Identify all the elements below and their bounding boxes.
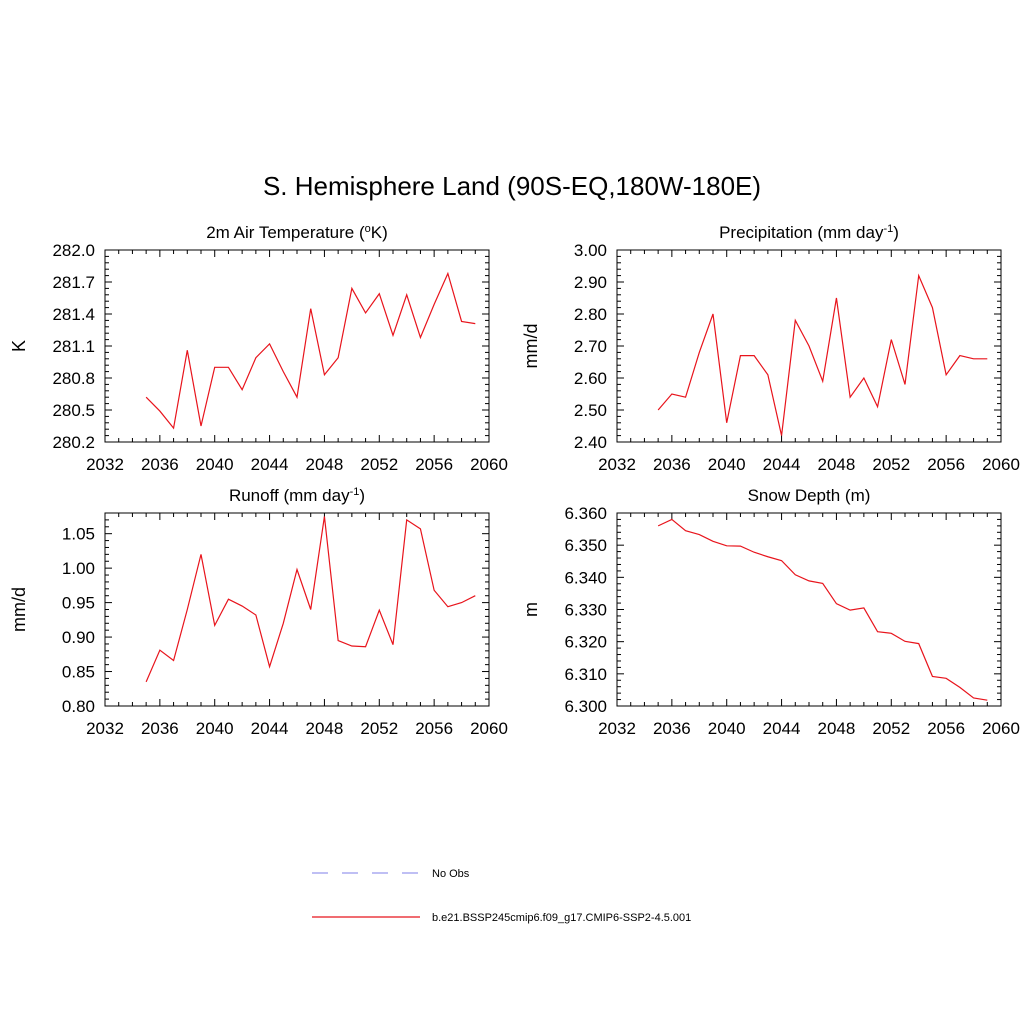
panel-title-suffix: ) <box>359 486 365 505</box>
plot-frame <box>104 249 490 443</box>
figure-title: S. Hemisphere Land (90S-EQ,180W-180E) <box>263 171 761 201</box>
y-tick-label: 0.80 <box>62 697 95 716</box>
x-tick-label: 2032 <box>86 455 124 474</box>
y-tick-label: 2.80 <box>574 305 607 324</box>
y-tick-label: 3.00 <box>574 241 607 260</box>
y-tick-label: 280.8 <box>52 369 95 388</box>
x-tick-label: 2060 <box>470 719 508 738</box>
x-tick-label: 2060 <box>982 455 1020 474</box>
legend: No Obs b.e21.BSSP245cmip6.f09_g17.CMIP6-S… <box>312 868 691 924</box>
panel-title-main: 2m Air Temperature ( <box>206 223 365 242</box>
panel-title-superscript: o <box>365 223 371 235</box>
x-tick-label: 2056 <box>927 719 965 738</box>
y-axis-label: K <box>9 340 29 352</box>
x-tick-label: 2052 <box>360 719 398 738</box>
y-tick-label: 1.00 <box>62 559 95 578</box>
x-tick-label: 2044 <box>763 719 801 738</box>
x-tick-label: 2040 <box>196 455 234 474</box>
y-tick-label: 2.60 <box>574 369 607 388</box>
x-tick-label: 2032 <box>598 455 636 474</box>
x-tick-label: 2040 <box>196 719 234 738</box>
x-tick-label: 2052 <box>872 719 910 738</box>
x-tick-label: 2060 <box>982 719 1020 738</box>
y-tick-label: 6.300 <box>564 697 607 716</box>
panel-title: Runoff (mm day-1) <box>229 486 365 505</box>
chart-panel-3: 2032 2036 2040 2044 2048 2052 2056 2060 0.80 0.85… <box>9 486 508 738</box>
y-tick-label: 2.70 <box>574 337 607 356</box>
chart-panel-1: 2032 2036 2040 2044 2048 2052 2056 2060 280.2 280… <box>9 223 508 474</box>
legend-label-1: No Obs <box>432 868 470 880</box>
chart-panel-2: 2032 2036 2040 2044 2048 2052 2056 2060 2.40 2.50… <box>521 223 1020 474</box>
x-tick-label: 2032 <box>86 719 124 738</box>
x-tick-label: 2044 <box>251 455 289 474</box>
x-tick-label: 2052 <box>872 455 910 474</box>
y-tick-label: 281.4 <box>52 305 95 324</box>
y-tick-label: 2.50 <box>574 401 607 420</box>
x-tick-label: 2048 <box>818 455 856 474</box>
plot-frame <box>104 512 490 707</box>
y-tick-label: 280.2 <box>52 433 95 452</box>
panel-title: 2m Air Temperature (oK) <box>206 223 388 242</box>
legend-label-2: b.e21.BSSP245cmip6.f09_g17.CMIP6-SSP2-4.… <box>432 912 691 924</box>
x-tick-label: 2036 <box>141 719 179 738</box>
y-tick-label: 0.90 <box>62 628 95 647</box>
x-tick-label: 2048 <box>818 719 856 738</box>
panel-title-suffix: K) <box>371 223 388 242</box>
series-line-1 <box>657 273 988 436</box>
x-tick-label: 2040 <box>708 455 746 474</box>
panel-title-superscript: -1 <box>350 486 360 498</box>
y-axis-label: mm/d <box>9 587 29 632</box>
panel-title-suffix: ) <box>893 223 899 242</box>
x-tick-label: 2036 <box>653 719 691 738</box>
x-tick-label: 2056 <box>927 455 965 474</box>
y-tick-label: 2.40 <box>574 433 607 452</box>
x-tick-label: 2036 <box>653 455 691 474</box>
x-tick-label: 2056 <box>415 455 453 474</box>
panel-title-main: Precipitation (mm day <box>719 223 884 242</box>
y-tick-label: 6.310 <box>564 665 607 684</box>
series-line-1 <box>145 271 476 430</box>
y-tick-label: 6.320 <box>564 633 607 652</box>
panel-title: Snow Depth (m) <box>748 486 871 505</box>
y-tick-label: 280.5 <box>52 401 95 420</box>
y-tick-label: 6.350 <box>564 536 607 555</box>
y-tick-label: 2.90 <box>574 273 607 292</box>
y-tick-label: 6.330 <box>564 601 607 620</box>
x-tick-label: 2052 <box>360 455 398 474</box>
x-tick-label: 2048 <box>306 719 344 738</box>
x-tick-label: 2044 <box>251 719 289 738</box>
x-tick-label: 2060 <box>470 455 508 474</box>
y-tick-label: 0.85 <box>62 663 95 682</box>
panel-title-main: Snow Depth (m) <box>748 486 871 505</box>
y-tick-label: 6.360 <box>564 504 607 523</box>
panel-title-superscript: -1 <box>883 223 893 235</box>
chart-panel-4: 2032 2036 2040 2044 2048 2052 2056 2060 6.300 6.3… <box>521 486 1020 738</box>
x-tick-label: 2036 <box>141 455 179 474</box>
y-tick-label: 6.340 <box>564 568 607 587</box>
y-tick-label: 282.0 <box>52 241 95 260</box>
panel-title-main: Runoff (mm day <box>229 486 350 505</box>
series-line-1 <box>145 516 476 683</box>
x-tick-label: 2048 <box>306 455 344 474</box>
panel-title: Precipitation (mm day-1) <box>719 223 899 242</box>
y-axis-label: m <box>521 602 541 617</box>
y-axis-label: mm/d <box>521 324 541 369</box>
y-tick-label: 1.05 <box>62 525 95 544</box>
series-line-1 <box>657 518 988 701</box>
x-tick-label: 2056 <box>415 719 453 738</box>
x-tick-label: 2040 <box>708 719 746 738</box>
x-tick-label: 2032 <box>598 719 636 738</box>
plot-frame <box>616 512 1002 707</box>
y-tick-label: 0.95 <box>62 594 95 613</box>
y-tick-label: 281.7 <box>52 273 95 292</box>
y-tick-label: 281.1 <box>52 337 95 356</box>
x-tick-label: 2044 <box>763 455 801 474</box>
